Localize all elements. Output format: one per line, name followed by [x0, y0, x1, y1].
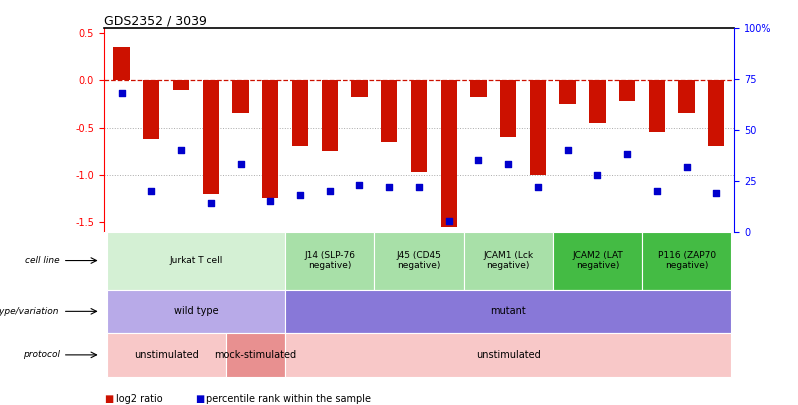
Bar	[107, 333, 226, 377]
Text: JCAM1 (Lck
negative): JCAM1 (Lck negative)	[483, 251, 533, 270]
Bar	[107, 290, 285, 333]
Point	[234, 161, 247, 168]
Point	[323, 188, 336, 194]
Text: wild type: wild type	[174, 306, 218, 316]
Text: protocol: protocol	[22, 350, 60, 359]
Point	[294, 192, 306, 198]
Bar	[500, 80, 516, 137]
Text: mock-stimulated: mock-stimulated	[215, 350, 297, 360]
Text: J14 (SLP-76
negative): J14 (SLP-76 negative)	[304, 251, 355, 270]
Point	[145, 188, 158, 194]
Text: unstimulated: unstimulated	[134, 350, 199, 360]
Bar	[226, 333, 285, 377]
Point	[353, 181, 365, 188]
Bar	[649, 80, 665, 132]
Text: cell line: cell line	[25, 256, 60, 265]
Point	[472, 157, 485, 164]
Point	[383, 183, 396, 190]
Text: J45 (CD45
negative): J45 (CD45 negative)	[397, 251, 441, 270]
Text: genotype/variation: genotype/variation	[0, 307, 60, 316]
Text: Jurkat T cell: Jurkat T cell	[169, 256, 223, 265]
Point	[621, 151, 634, 158]
Bar	[642, 232, 731, 290]
Point	[115, 90, 128, 97]
Point	[442, 218, 455, 225]
Bar	[553, 232, 642, 290]
Bar	[374, 232, 464, 290]
Point	[413, 183, 425, 190]
Bar	[232, 80, 249, 113]
Bar	[619, 80, 635, 101]
Bar	[322, 80, 338, 151]
Point	[650, 188, 663, 194]
Text: log2 ratio: log2 ratio	[116, 394, 162, 404]
Bar	[411, 80, 427, 172]
Bar	[203, 80, 219, 194]
Bar	[285, 232, 374, 290]
Bar	[285, 333, 731, 377]
Point	[204, 200, 217, 206]
Bar	[107, 232, 285, 290]
Text: ■: ■	[196, 394, 205, 404]
Bar	[470, 80, 487, 97]
Point	[591, 171, 604, 178]
Point	[531, 183, 544, 190]
Point	[561, 147, 574, 153]
Bar	[530, 80, 546, 175]
Text: unstimulated: unstimulated	[476, 350, 540, 360]
Text: JCAM2 (LAT
negative): JCAM2 (LAT negative)	[572, 251, 622, 270]
Bar	[292, 80, 308, 147]
Bar	[113, 47, 130, 80]
Bar	[589, 80, 606, 123]
Bar	[678, 80, 695, 113]
Bar	[464, 232, 553, 290]
Point	[680, 163, 693, 170]
Text: mutant: mutant	[490, 306, 526, 316]
Bar	[708, 80, 725, 147]
Text: GDS2352 / 3039: GDS2352 / 3039	[104, 14, 207, 27]
Point	[710, 190, 723, 196]
Bar	[143, 80, 160, 139]
Bar	[285, 290, 731, 333]
Bar	[262, 80, 279, 198]
Text: P116 (ZAP70
negative): P116 (ZAP70 negative)	[658, 251, 716, 270]
Text: ■: ■	[104, 394, 113, 404]
Bar	[173, 80, 189, 90]
Point	[502, 161, 515, 168]
Point	[175, 147, 188, 153]
Text: percentile rank within the sample: percentile rank within the sample	[206, 394, 371, 404]
Bar	[381, 80, 397, 142]
Bar	[559, 80, 576, 104]
Bar	[440, 80, 457, 227]
Point	[264, 198, 277, 204]
Bar	[351, 80, 368, 97]
